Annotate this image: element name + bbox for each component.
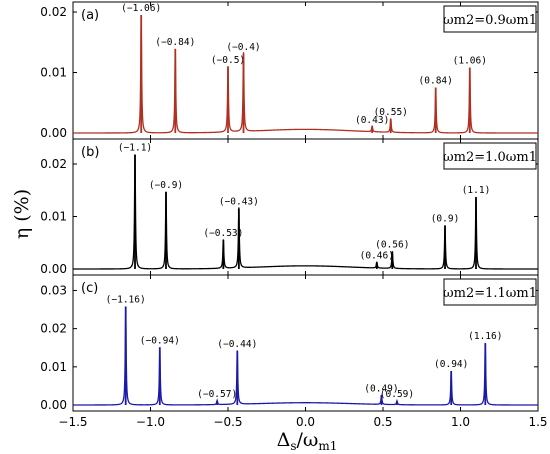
- y-tick-label: 0.01: [40, 360, 67, 374]
- series-line: [73, 306, 538, 406]
- peak-label: (0.46): [360, 251, 394, 262]
- x-tick-label: 0.5: [373, 415, 392, 429]
- y-tick-label: 0.02: [40, 157, 67, 171]
- panel-label: (a): [81, 8, 99, 23]
- panel-2: 0.00 0.01 0.02 0.03 (−1.16) (−0.94) (−0.57) (−0…: [40, 274, 539, 412]
- legend-box: [443, 5, 537, 33]
- x-tick-label: −1.0: [136, 415, 165, 429]
- peak-label: (−0.53): [203, 228, 243, 239]
- legend-text: ωm2=1.0ωm1: [443, 150, 537, 165]
- series-line: [73, 154, 538, 270]
- peak-label: (0.9): [431, 213, 460, 224]
- x-tick-label: −1.5: [58, 415, 87, 429]
- y-tick-label: 0.02: [40, 322, 67, 336]
- peak-label: (0.49): [364, 383, 398, 394]
- y-axis-title: η (%): [11, 189, 33, 239]
- x-tick-label: −0.5: [213, 415, 242, 429]
- peak-label: (0.43): [355, 115, 389, 126]
- panels: 0.00 0.01 0.02 (−1.06) (−0.84) (−0.5) (−0.4) (0…: [40, 1, 548, 429]
- peak-label: (−0.57): [197, 389, 237, 400]
- peak-label: (−0.5): [211, 55, 245, 66]
- y-tick-label: 0.02: [40, 5, 67, 19]
- peak-label: (−0.94): [140, 335, 180, 346]
- legend-box: [443, 278, 537, 306]
- peak-label: (−0.4): [226, 42, 260, 53]
- y-tick-label: 0.01: [40, 210, 67, 224]
- panel-0: 0.00 0.01 0.02 (−1.06) (−0.84) (−0.5) (−0.4) (0…: [40, 1, 539, 140]
- peak-label: (−0.43): [219, 197, 259, 208]
- peak-label: (1.06): [453, 56, 487, 67]
- peak-label: (0.55): [374, 107, 408, 118]
- peak-label: (1.1): [462, 185, 491, 196]
- peak-label: (−1.1): [118, 143, 152, 154]
- x-tick-label: 1.5: [528, 415, 547, 429]
- legend-text: ωm2=1.1ωm1: [443, 286, 537, 301]
- peak-label: (1.16): [468, 331, 502, 342]
- peak-label: (−1.06): [121, 3, 161, 14]
- legend-text: ωm2=0.9ωm1: [443, 13, 537, 28]
- y-tick-label: 0.00: [40, 262, 67, 276]
- peak-label: (0.56): [375, 240, 409, 251]
- y-tick-label: 0.03: [40, 283, 67, 297]
- y-tick-label: 0.01: [40, 66, 67, 80]
- y-tick-label: 0.00: [40, 398, 67, 412]
- panel-label: (c): [81, 281, 98, 296]
- peak-label: (−0.44): [217, 339, 257, 350]
- y-tick-label: 0.00: [40, 126, 67, 140]
- legend-box: [443, 142, 537, 170]
- peak-label: (−0.84): [155, 37, 195, 48]
- x-tick-label: 1.0: [451, 415, 470, 429]
- x-tick-label: 0.0: [296, 415, 315, 429]
- x-axis-title: Δs/ωm1: [277, 429, 338, 453]
- peak-label: (0.59): [380, 389, 414, 400]
- peak-label: (0.94): [434, 359, 468, 370]
- series-line: [73, 15, 538, 134]
- peak-label: (−0.9): [149, 180, 183, 191]
- peak-label: (−1.16): [106, 294, 146, 305]
- panel-1: 0.00 0.01 0.02 (−1.1) (−0.9) (−0.53) (−0.43) (0…: [40, 138, 539, 276]
- panel-label: (b): [81, 145, 99, 160]
- peak-label: (0.84): [419, 76, 453, 87]
